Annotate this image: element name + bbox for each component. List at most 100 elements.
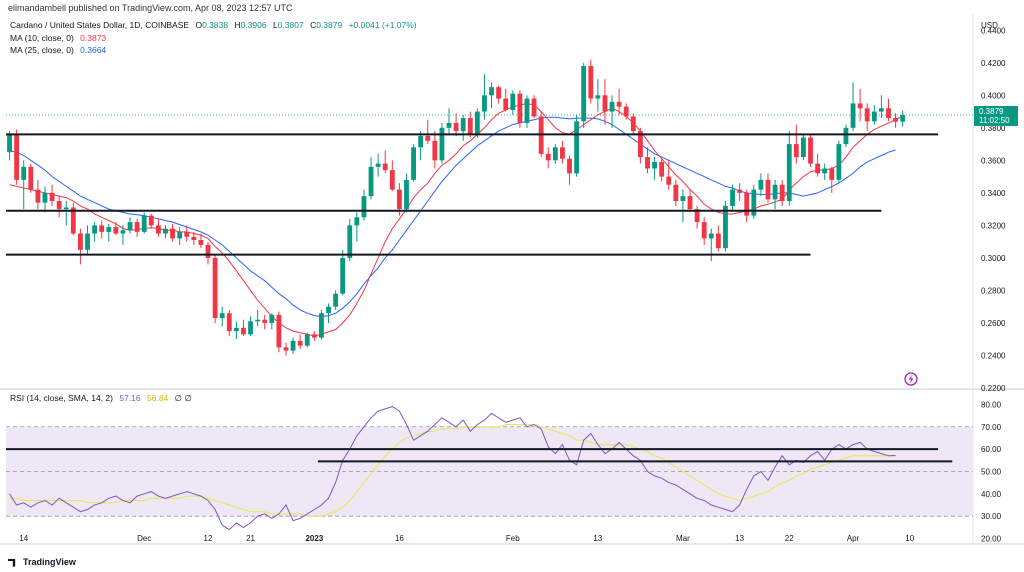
candle xyxy=(226,309,232,336)
candle xyxy=(645,147,650,174)
candle-body xyxy=(177,231,183,239)
time-tick-label: 14 xyxy=(19,534,28,543)
candle xyxy=(517,90,523,128)
candle-body xyxy=(219,313,225,319)
candle xyxy=(560,140,565,164)
candle xyxy=(723,201,728,252)
candle-body xyxy=(503,98,509,110)
candle-body xyxy=(276,314,282,348)
candle xyxy=(744,189,750,223)
candle xyxy=(311,331,317,341)
candle xyxy=(205,241,211,265)
rsi-line xyxy=(9,406,896,531)
candle-body xyxy=(42,192,48,203)
ma25-label: MA (25, close, 0) xyxy=(10,45,74,55)
candle xyxy=(212,254,218,323)
candle-body xyxy=(567,158,572,174)
candle-body xyxy=(99,225,105,232)
tradingview-logo[interactable]: TradingView xyxy=(8,557,76,567)
candle-body xyxy=(205,244,211,258)
candle xyxy=(368,157,374,200)
candle-body xyxy=(78,233,83,250)
candle xyxy=(496,85,502,104)
candle-body xyxy=(496,87,502,99)
candle xyxy=(489,82,494,109)
candle xyxy=(588,59,594,104)
time-tick-label: Feb xyxy=(506,534,520,543)
candle-body xyxy=(56,201,62,210)
candle-body xyxy=(241,327,246,335)
price-tick-label: 0.3000 xyxy=(981,254,1006,263)
ma10-legend: MA (10, close, 0) 0.3873 xyxy=(10,33,106,43)
lightning-icon[interactable] xyxy=(904,372,918,386)
candle-body xyxy=(645,157,650,169)
candle-body xyxy=(793,144,799,158)
candle xyxy=(510,90,516,115)
candle-body xyxy=(163,228,168,234)
candle xyxy=(177,227,183,245)
candle-body xyxy=(510,93,516,110)
candle xyxy=(148,214,154,229)
ma10-value: 0.3873 xyxy=(80,33,107,43)
candle xyxy=(765,173,771,203)
price-tick-label: 0.4000 xyxy=(981,91,1006,100)
candle-body xyxy=(269,314,275,323)
candle xyxy=(198,233,204,249)
candle xyxy=(524,95,530,128)
candle-body xyxy=(368,166,374,197)
tradingview-mark-icon xyxy=(8,558,16,567)
candle xyxy=(673,179,679,206)
candle-body xyxy=(184,231,190,237)
ohlc-low: 0.3807 xyxy=(277,20,304,30)
candle-body xyxy=(878,108,884,112)
ma10-label: MA (10, close, 0) xyxy=(10,33,74,43)
ohlc-low-label: L xyxy=(272,20,278,30)
candle-body xyxy=(843,127,849,145)
rsi-tick-label: 50.00 xyxy=(981,467,1002,476)
candle-body xyxy=(864,108,870,122)
price-tick-label: 0.4200 xyxy=(981,59,1006,68)
candle-body xyxy=(226,313,232,332)
candle xyxy=(63,201,69,226)
candle xyxy=(701,217,707,245)
candle-body xyxy=(326,306,331,314)
candle-body xyxy=(233,327,239,332)
candle xyxy=(482,74,487,120)
candle-body xyxy=(425,135,431,141)
candle-body xyxy=(871,111,877,122)
price-tag-countdown: 11:02:50 xyxy=(979,116,1010,125)
candle xyxy=(14,129,20,185)
candle-body xyxy=(333,293,339,307)
rsi-tick-label: 40.00 xyxy=(981,490,1002,499)
candle xyxy=(304,332,310,348)
candle xyxy=(120,225,126,245)
candle xyxy=(70,202,76,236)
price-tick-label: 0.3800 xyxy=(981,124,1006,133)
candle xyxy=(340,249,346,296)
candle xyxy=(78,228,83,265)
candle xyxy=(56,196,62,218)
candle xyxy=(276,311,282,353)
ohlc-high: 0.3906 xyxy=(240,20,267,30)
candle-body xyxy=(212,257,218,319)
candle xyxy=(637,127,643,164)
candle-body xyxy=(673,184,679,201)
candle xyxy=(248,316,253,336)
candle-body xyxy=(297,340,303,346)
candle xyxy=(467,111,473,138)
candle-body xyxy=(432,140,438,161)
candle xyxy=(552,144,558,164)
candle-body xyxy=(609,101,615,112)
candle-body xyxy=(474,111,480,135)
candle xyxy=(871,105,877,125)
candle xyxy=(241,319,246,336)
candle-body xyxy=(198,240,204,245)
ohlc-open-label: O xyxy=(195,20,203,30)
candle xyxy=(878,95,884,119)
candle-body xyxy=(659,161,665,177)
candle-body xyxy=(134,222,140,232)
candle xyxy=(680,189,686,223)
candle-body xyxy=(808,137,813,164)
candle-body xyxy=(857,103,863,109)
